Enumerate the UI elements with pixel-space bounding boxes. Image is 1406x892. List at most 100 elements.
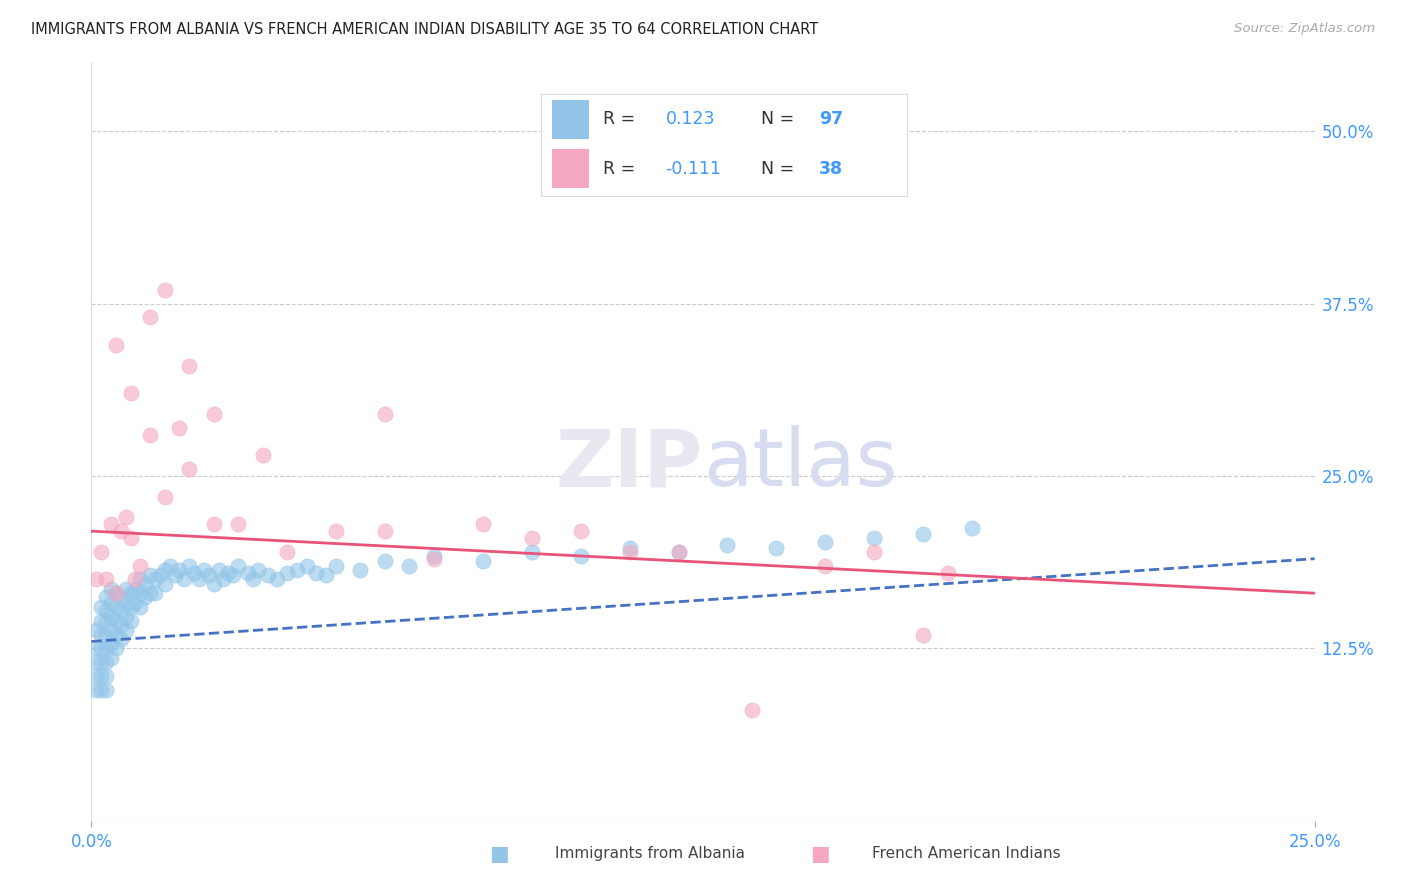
- Point: [179, 462, 201, 476]
- Text: 97: 97: [820, 111, 844, 128]
- Point: [912, 627, 935, 641]
- Point: [716, 538, 738, 552]
- Point: [124, 596, 146, 610]
- Point: [619, 545, 641, 559]
- Point: [256, 568, 278, 582]
- Point: [226, 517, 249, 532]
- Point: [471, 554, 494, 568]
- Point: [149, 568, 172, 582]
- Point: [90, 669, 112, 683]
- Point: [295, 558, 318, 573]
- Point: [120, 614, 142, 628]
- Point: [104, 627, 127, 641]
- Point: [569, 524, 592, 538]
- Point: [84, 641, 107, 656]
- Point: [110, 591, 132, 605]
- Point: [741, 703, 763, 717]
- Point: [114, 609, 136, 624]
- Text: ZIP: ZIP: [555, 425, 703, 503]
- Point: [863, 545, 886, 559]
- Point: [668, 545, 690, 559]
- Point: [90, 599, 112, 614]
- Text: 38: 38: [820, 160, 844, 178]
- Point: [202, 576, 225, 591]
- Point: [139, 568, 162, 582]
- Point: [104, 641, 127, 656]
- Point: [139, 586, 162, 600]
- Point: [912, 527, 935, 541]
- Point: [114, 582, 136, 596]
- Text: Immigrants from Albania: Immigrants from Albania: [555, 847, 745, 861]
- Point: [143, 586, 166, 600]
- Point: [252, 448, 274, 462]
- Point: [153, 563, 176, 577]
- Point: [90, 614, 112, 628]
- Point: [134, 591, 156, 605]
- Point: [960, 521, 983, 535]
- Point: [110, 604, 132, 618]
- Point: [179, 359, 201, 373]
- Text: atlas: atlas: [703, 425, 897, 503]
- Point: [212, 573, 235, 587]
- Point: [110, 618, 132, 632]
- Point: [173, 573, 195, 587]
- Point: [207, 563, 229, 577]
- Point: [423, 549, 446, 563]
- Point: [765, 541, 787, 555]
- Point: [139, 310, 162, 325]
- Text: ■: ■: [489, 844, 509, 863]
- FancyBboxPatch shape: [553, 149, 589, 188]
- Point: [814, 535, 837, 549]
- Point: [120, 586, 142, 600]
- Point: [94, 573, 117, 587]
- Point: [94, 669, 117, 683]
- Point: [198, 568, 221, 582]
- Point: [84, 669, 107, 683]
- Point: [202, 517, 225, 532]
- Point: [114, 624, 136, 638]
- Point: [90, 627, 112, 641]
- Point: [242, 573, 264, 587]
- Point: [325, 524, 347, 538]
- Point: [129, 558, 152, 573]
- Point: [104, 599, 127, 614]
- Point: [936, 566, 959, 580]
- Point: [520, 545, 543, 559]
- Point: [124, 573, 146, 587]
- Point: [100, 609, 122, 624]
- Point: [110, 632, 132, 646]
- Point: [100, 582, 122, 596]
- Point: [84, 624, 107, 638]
- Point: [246, 563, 269, 577]
- Point: [179, 558, 201, 573]
- Point: [236, 566, 259, 580]
- Point: [374, 407, 396, 421]
- Point: [124, 582, 146, 596]
- Point: [84, 573, 107, 587]
- Point: [217, 566, 239, 580]
- Point: [134, 576, 156, 591]
- Point: [471, 517, 494, 532]
- Point: [104, 586, 127, 600]
- Text: R =: R =: [603, 160, 641, 178]
- Text: N =: N =: [761, 111, 800, 128]
- Point: [305, 566, 328, 580]
- Point: [374, 554, 396, 568]
- Text: Source: ZipAtlas.com: Source: ZipAtlas.com: [1234, 22, 1375, 36]
- Point: [94, 641, 117, 656]
- Point: [100, 596, 122, 610]
- Text: N =: N =: [761, 160, 800, 178]
- Point: [226, 558, 249, 573]
- Point: [90, 682, 112, 697]
- Point: [84, 655, 107, 669]
- FancyBboxPatch shape: [553, 100, 589, 139]
- Point: [159, 558, 181, 573]
- Point: [84, 682, 107, 697]
- Point: [110, 524, 132, 538]
- Point: [90, 641, 112, 656]
- Point: [315, 568, 337, 582]
- Point: [325, 558, 347, 573]
- Point: [114, 596, 136, 610]
- Point: [100, 624, 122, 638]
- Point: [202, 407, 225, 421]
